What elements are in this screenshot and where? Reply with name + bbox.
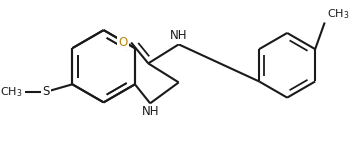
Text: O: O xyxy=(118,36,127,49)
Text: S: S xyxy=(42,85,49,98)
Text: CH$_3$: CH$_3$ xyxy=(327,7,349,21)
Text: NH: NH xyxy=(170,30,187,42)
Text: CH$_3$: CH$_3$ xyxy=(0,85,23,99)
Text: NH: NH xyxy=(142,105,159,118)
